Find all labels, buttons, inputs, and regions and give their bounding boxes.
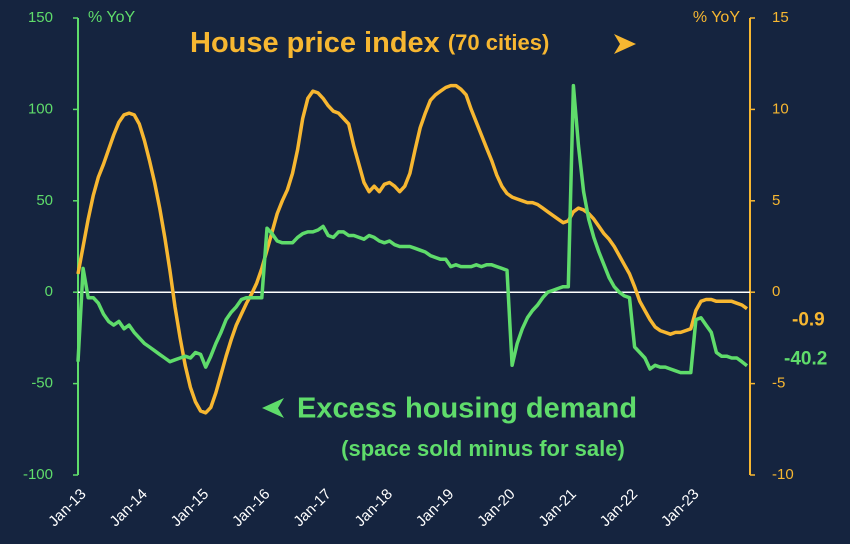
y2-tick-label: 0 xyxy=(772,283,780,300)
annotation-note: (space sold minus for sale) xyxy=(341,436,625,461)
end-label: -40.2 xyxy=(784,349,827,370)
arrow-right xyxy=(614,34,636,54)
y2-axis-label: % YoY xyxy=(693,9,740,26)
y2-tick-label: 5 xyxy=(772,192,780,209)
y-axis-label: % YoY xyxy=(88,9,135,26)
y2-tick-label: -5 xyxy=(772,375,785,392)
y2-tick-label: -10 xyxy=(772,466,794,483)
y2-tick-label: 10 xyxy=(772,100,789,117)
y-tick-label: 50 xyxy=(36,192,53,209)
y-tick-label: -100 xyxy=(23,466,53,483)
end-label: -0.9 xyxy=(792,310,825,331)
y2-tick-label: 15 xyxy=(772,9,789,26)
series-line xyxy=(76,83,749,415)
y-tick-label: 100 xyxy=(28,100,53,117)
title-note: (70 cities) xyxy=(448,30,550,55)
y-tick-label: 150 xyxy=(28,9,53,26)
arrow-left xyxy=(262,398,284,418)
series-line xyxy=(76,83,749,375)
annotation: Excess housing demand xyxy=(297,393,637,425)
title-text: House price index xyxy=(190,27,440,59)
y-tick-label: 0 xyxy=(45,283,53,300)
y-tick-label: -50 xyxy=(31,375,53,392)
chart-title: House price index (70 cities) xyxy=(190,27,549,59)
